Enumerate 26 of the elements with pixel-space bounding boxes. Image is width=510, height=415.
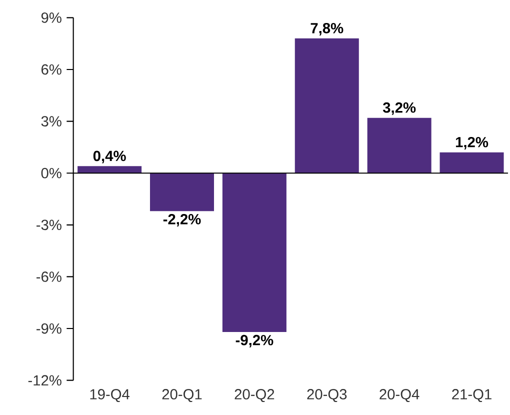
- x-tick-label: 20-Q4: [380, 389, 420, 402]
- bar: [78, 166, 142, 174]
- bar: [150, 173, 214, 212]
- bar: [367, 118, 432, 174]
- y-tick-label: 0%: [41, 168, 62, 178]
- x-tick-label: 20-Q3: [307, 389, 347, 402]
- data-label: 0,4%: [93, 150, 126, 164]
- x-tick-label: 21-Q1: [452, 389, 492, 402]
- bar: [440, 152, 504, 174]
- y-tick-label: -9%: [36, 323, 62, 334]
- y-tick-label: -6%: [36, 272, 62, 282]
- bar: [222, 173, 286, 332]
- data-label: 7,8%: [310, 22, 344, 36]
- data-label: 1,2%: [456, 136, 488, 150]
- data-label: -9,2%: [236, 334, 274, 348]
- x-tick-label: 19-Q4: [90, 389, 130, 402]
- x-tick-label: 20-Q2: [234, 389, 274, 402]
- x-tick-label: 20-Q1: [162, 389, 202, 402]
- y-tick-label: 6%: [42, 64, 62, 75]
- y-tick-label: 9%: [41, 12, 62, 23]
- y-tick-label: 3%: [41, 116, 62, 126]
- y-tick-label: -3%: [36, 220, 62, 230]
- data-label: -2,2%: [163, 214, 201, 227]
- data-label: 3,2%: [382, 102, 416, 115]
- bar: [294, 38, 359, 174]
- y-tick-label: -12%: [28, 375, 62, 386]
